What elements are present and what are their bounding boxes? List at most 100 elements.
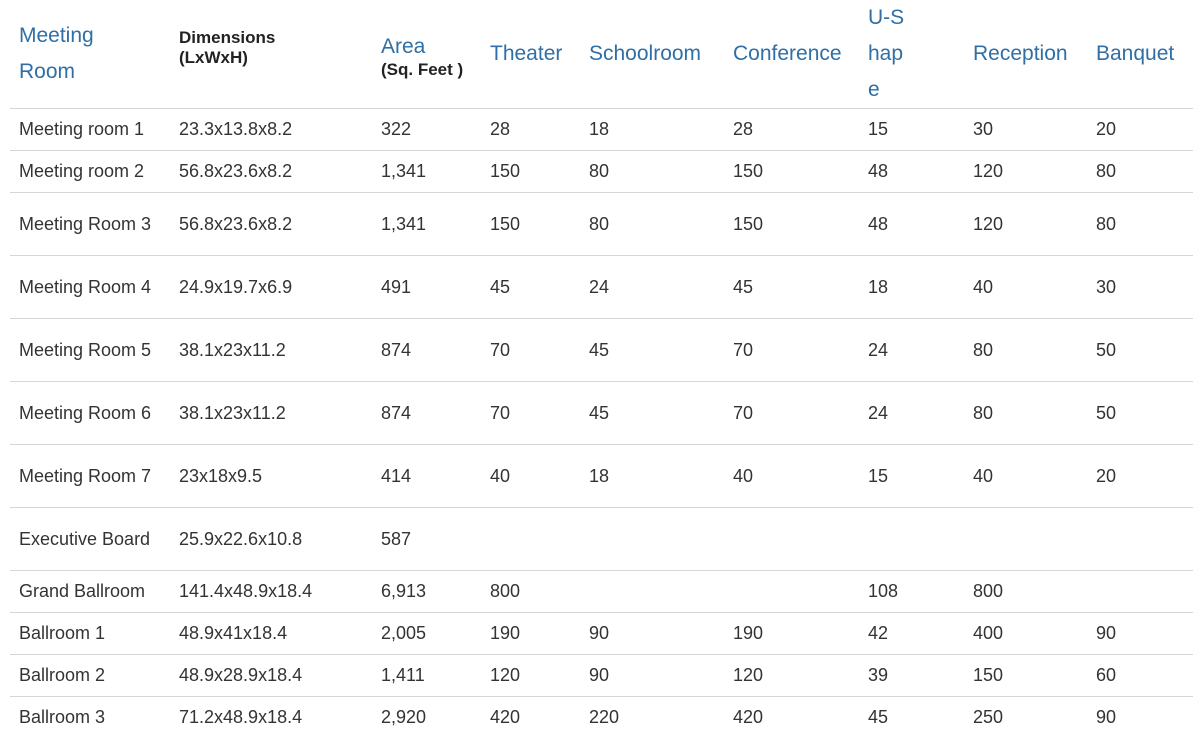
cell-theater: 190 <box>481 613 580 655</box>
cell-reception <box>964 508 1087 571</box>
cell-conference: 120 <box>724 655 859 697</box>
cell-schoolroom: 18 <box>580 445 724 508</box>
cell-area: 1,411 <box>372 655 481 697</box>
header-ushape: U-Shape <box>859 0 964 109</box>
cell-schoolroom: 80 <box>580 193 724 256</box>
header-theater-label: Theater <box>490 42 562 65</box>
cell-ushape: 45 <box>859 697 964 738</box>
cell-dimensions: 25.9x22.6x10.8 <box>170 508 372 571</box>
cell-area: 874 <box>372 319 481 382</box>
meeting-room-capacity-table: Meeting Room Dimensions (LxWxH) Area (Sq… <box>10 0 1193 738</box>
cell-schoolroom: 45 <box>580 382 724 445</box>
cell-dimensions: 48.9x28.9x18.4 <box>170 655 372 697</box>
cell-conference: 70 <box>724 319 859 382</box>
cell-conference: 45 <box>724 256 859 319</box>
cell-area: 587 <box>372 508 481 571</box>
cell-reception: 80 <box>964 382 1087 445</box>
cell-room: Ballroom 2 <box>10 655 170 697</box>
cell-theater: 40 <box>481 445 580 508</box>
cell-area: 1,341 <box>372 151 481 193</box>
header-schoolroom-label: Schoolroom <box>589 42 701 65</box>
cell-room: Executive Board <box>10 508 170 571</box>
header-area: Area (Sq. Feet ) <box>372 0 481 109</box>
cell-conference: 70 <box>724 382 859 445</box>
cell-theater: 150 <box>481 151 580 193</box>
cell-reception: 40 <box>964 256 1087 319</box>
cell-theater: 45 <box>481 256 580 319</box>
cell-schoolroom <box>580 571 724 613</box>
cell-dimensions: 23.3x13.8x8.2 <box>170 109 372 151</box>
cell-room: Meeting Room 4 <box>10 256 170 319</box>
header-area-title: Area <box>381 34 472 60</box>
cell-dimensions: 48.9x41x18.4 <box>170 613 372 655</box>
header-dimensions: Dimensions (LxWxH) <box>170 0 372 109</box>
cell-area: 2,920 <box>372 697 481 738</box>
cell-schoolroom: 45 <box>580 319 724 382</box>
cell-schoolroom: 90 <box>580 655 724 697</box>
cell-area: 322 <box>372 109 481 151</box>
cell-conference: 420 <box>724 697 859 738</box>
cell-reception: 80 <box>964 319 1087 382</box>
cell-banquet: 60 <box>1087 655 1193 697</box>
cell-schoolroom: 80 <box>580 151 724 193</box>
cell-dimensions: 23x18x9.5 <box>170 445 372 508</box>
header-reception: Reception <box>964 0 1087 109</box>
cell-ushape: 108 <box>859 571 964 613</box>
cell-area: 1,341 <box>372 193 481 256</box>
cell-area: 2,005 <box>372 613 481 655</box>
header-row: Meeting Room Dimensions (LxWxH) Area (Sq… <box>10 0 1193 109</box>
cell-room: Meeting room 2 <box>10 151 170 193</box>
cell-dimensions: 56.8x23.6x8.2 <box>170 151 372 193</box>
header-meeting-room-label: Meeting Room <box>19 18 115 90</box>
cell-ushape: 15 <box>859 445 964 508</box>
header-conference: Conference <box>724 0 859 109</box>
cell-theater: 28 <box>481 109 580 151</box>
cell-reception: 120 <box>964 193 1087 256</box>
cell-theater: 70 <box>481 382 580 445</box>
cell-area: 414 <box>372 445 481 508</box>
cell-ushape <box>859 508 964 571</box>
header-meeting-room: Meeting Room <box>10 0 170 109</box>
cell-reception: 40 <box>964 445 1087 508</box>
cell-schoolroom: 220 <box>580 697 724 738</box>
cell-banquet: 20 <box>1087 109 1193 151</box>
cell-conference: 150 <box>724 193 859 256</box>
header-area-subtitle: (Sq. Feet ) <box>381 60 467 80</box>
cell-ushape: 39 <box>859 655 964 697</box>
cell-banquet: 90 <box>1087 613 1193 655</box>
cell-room: Ballroom 1 <box>10 613 170 655</box>
cell-banquet: 90 <box>1087 697 1193 738</box>
header-schoolroom: Schoolroom <box>580 0 724 109</box>
cell-banquet: 80 <box>1087 151 1193 193</box>
cell-theater: 800 <box>481 571 580 613</box>
cell-conference <box>724 571 859 613</box>
cell-conference: 40 <box>724 445 859 508</box>
cell-banquet: 50 <box>1087 319 1193 382</box>
cell-conference: 150 <box>724 151 859 193</box>
cell-schoolroom <box>580 508 724 571</box>
cell-dimensions: 38.1x23x11.2 <box>170 382 372 445</box>
cell-banquet <box>1087 508 1193 571</box>
cell-dimensions: 56.8x23.6x8.2 <box>170 193 372 256</box>
cell-conference: 190 <box>724 613 859 655</box>
cell-dimensions: 71.2x48.9x18.4 <box>170 697 372 738</box>
cell-dimensions: 24.9x19.7x6.9 <box>170 256 372 319</box>
header-dimensions-label: Dimensions (LxWxH) <box>179 28 299 68</box>
cell-ushape: 18 <box>859 256 964 319</box>
cell-schoolroom: 90 <box>580 613 724 655</box>
cell-area: 6,913 <box>372 571 481 613</box>
cell-reception: 120 <box>964 151 1087 193</box>
cell-ushape: 24 <box>859 319 964 382</box>
header-reception-label: Reception <box>973 42 1068 65</box>
cell-banquet: 30 <box>1087 256 1193 319</box>
cell-room: Meeting Room 3 <box>10 193 170 256</box>
